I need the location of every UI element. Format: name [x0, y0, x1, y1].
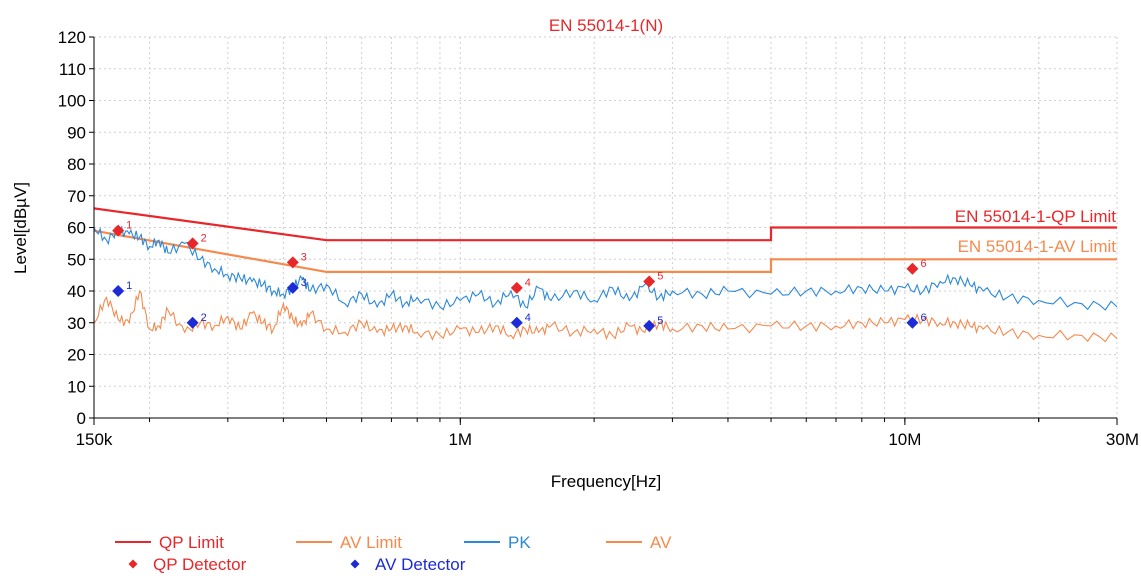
x-tick-label-1: 1M — [448, 430, 472, 449]
legend-item-pk-label: PK — [508, 533, 531, 552]
qp-detector-label-6: 6 — [920, 258, 926, 270]
av-detector-label-1: 1 — [126, 280, 132, 292]
legend-item-qp-limit-label: QP Limit — [159, 533, 224, 552]
qp-limit-label: EN 55014-1-QP Limit — [955, 207, 1117, 226]
y-tick-label-6: 60 — [67, 219, 86, 238]
av-limit-label: EN 55014-1-AV Limit — [958, 237, 1117, 256]
av-detector-marker-6 — [906, 317, 918, 329]
legend-item-av-limit-label: AV Limit — [340, 533, 402, 552]
qp-detector-label-1: 1 — [126, 220, 132, 232]
y-tick-label-4: 40 — [67, 282, 86, 301]
legend-item-qp-detector-label: QP Detector — [153, 555, 247, 574]
y-tick-label-11: 110 — [59, 60, 86, 79]
av-detector-marker-5 — [643, 320, 655, 332]
legend-item-av-detector-swatch — [351, 560, 360, 569]
av-detector-marker-2 — [187, 317, 199, 329]
y-tick-label-8: 80 — [67, 155, 86, 174]
x-tick-label-3: 30M — [1106, 430, 1139, 449]
av-detector-label-4: 4 — [525, 312, 531, 324]
y-tick-label-0: 0 — [77, 409, 86, 428]
qp-detector-label-4: 4 — [525, 277, 531, 289]
av-detector-label-2: 2 — [201, 312, 207, 324]
qp-detector-marker-6 — [906, 263, 918, 275]
legend: QP Limit AV Limit PK AV QP Detector AV Detect… — [115, 533, 672, 574]
av-detector-marker-1 — [112, 285, 124, 297]
y-tick-label-7: 70 — [67, 187, 86, 206]
av-detector-label-6: 6 — [920, 312, 926, 324]
av-detector-label-3: 3 — [301, 277, 307, 289]
legend-item-av-label: AV — [650, 533, 672, 552]
legend-item-av-detector-label: AV Detector — [375, 555, 466, 574]
y-tick-label-10: 100 — [58, 92, 86, 111]
series-layer — [94, 208, 1117, 341]
y-tick-label-3: 30 — [67, 314, 86, 333]
av-detector-label-5: 5 — [657, 315, 663, 327]
qp-detector-label-3: 3 — [301, 251, 307, 263]
qp-detector-marker-5 — [643, 275, 655, 287]
qp-detector-label-2: 2 — [201, 232, 207, 244]
y-tick-label-12: 120 — [58, 28, 86, 47]
x-axis-label: Frequency[Hz] — [551, 472, 662, 491]
qp-detector-label-5: 5 — [657, 270, 663, 282]
legend-item-qp-detector-swatch — [129, 560, 138, 569]
chart-title: EN 55014-1(N) — [549, 16, 663, 35]
y-axis-label: Level[dBµV] — [11, 182, 30, 274]
qp-detector-marker-4 — [511, 282, 523, 294]
y-tick-label-9: 90 — [67, 123, 86, 142]
x-tick-label-2: 10M — [888, 430, 921, 449]
x-tick-label-0: 150k — [76, 430, 113, 449]
av-detector-marker-4 — [511, 317, 523, 329]
series-av — [94, 291, 1117, 342]
y-tick-label-2: 20 — [67, 346, 86, 365]
y-tick-label-5: 50 — [67, 250, 86, 269]
y-tick-label-1: 10 — [67, 377, 86, 396]
